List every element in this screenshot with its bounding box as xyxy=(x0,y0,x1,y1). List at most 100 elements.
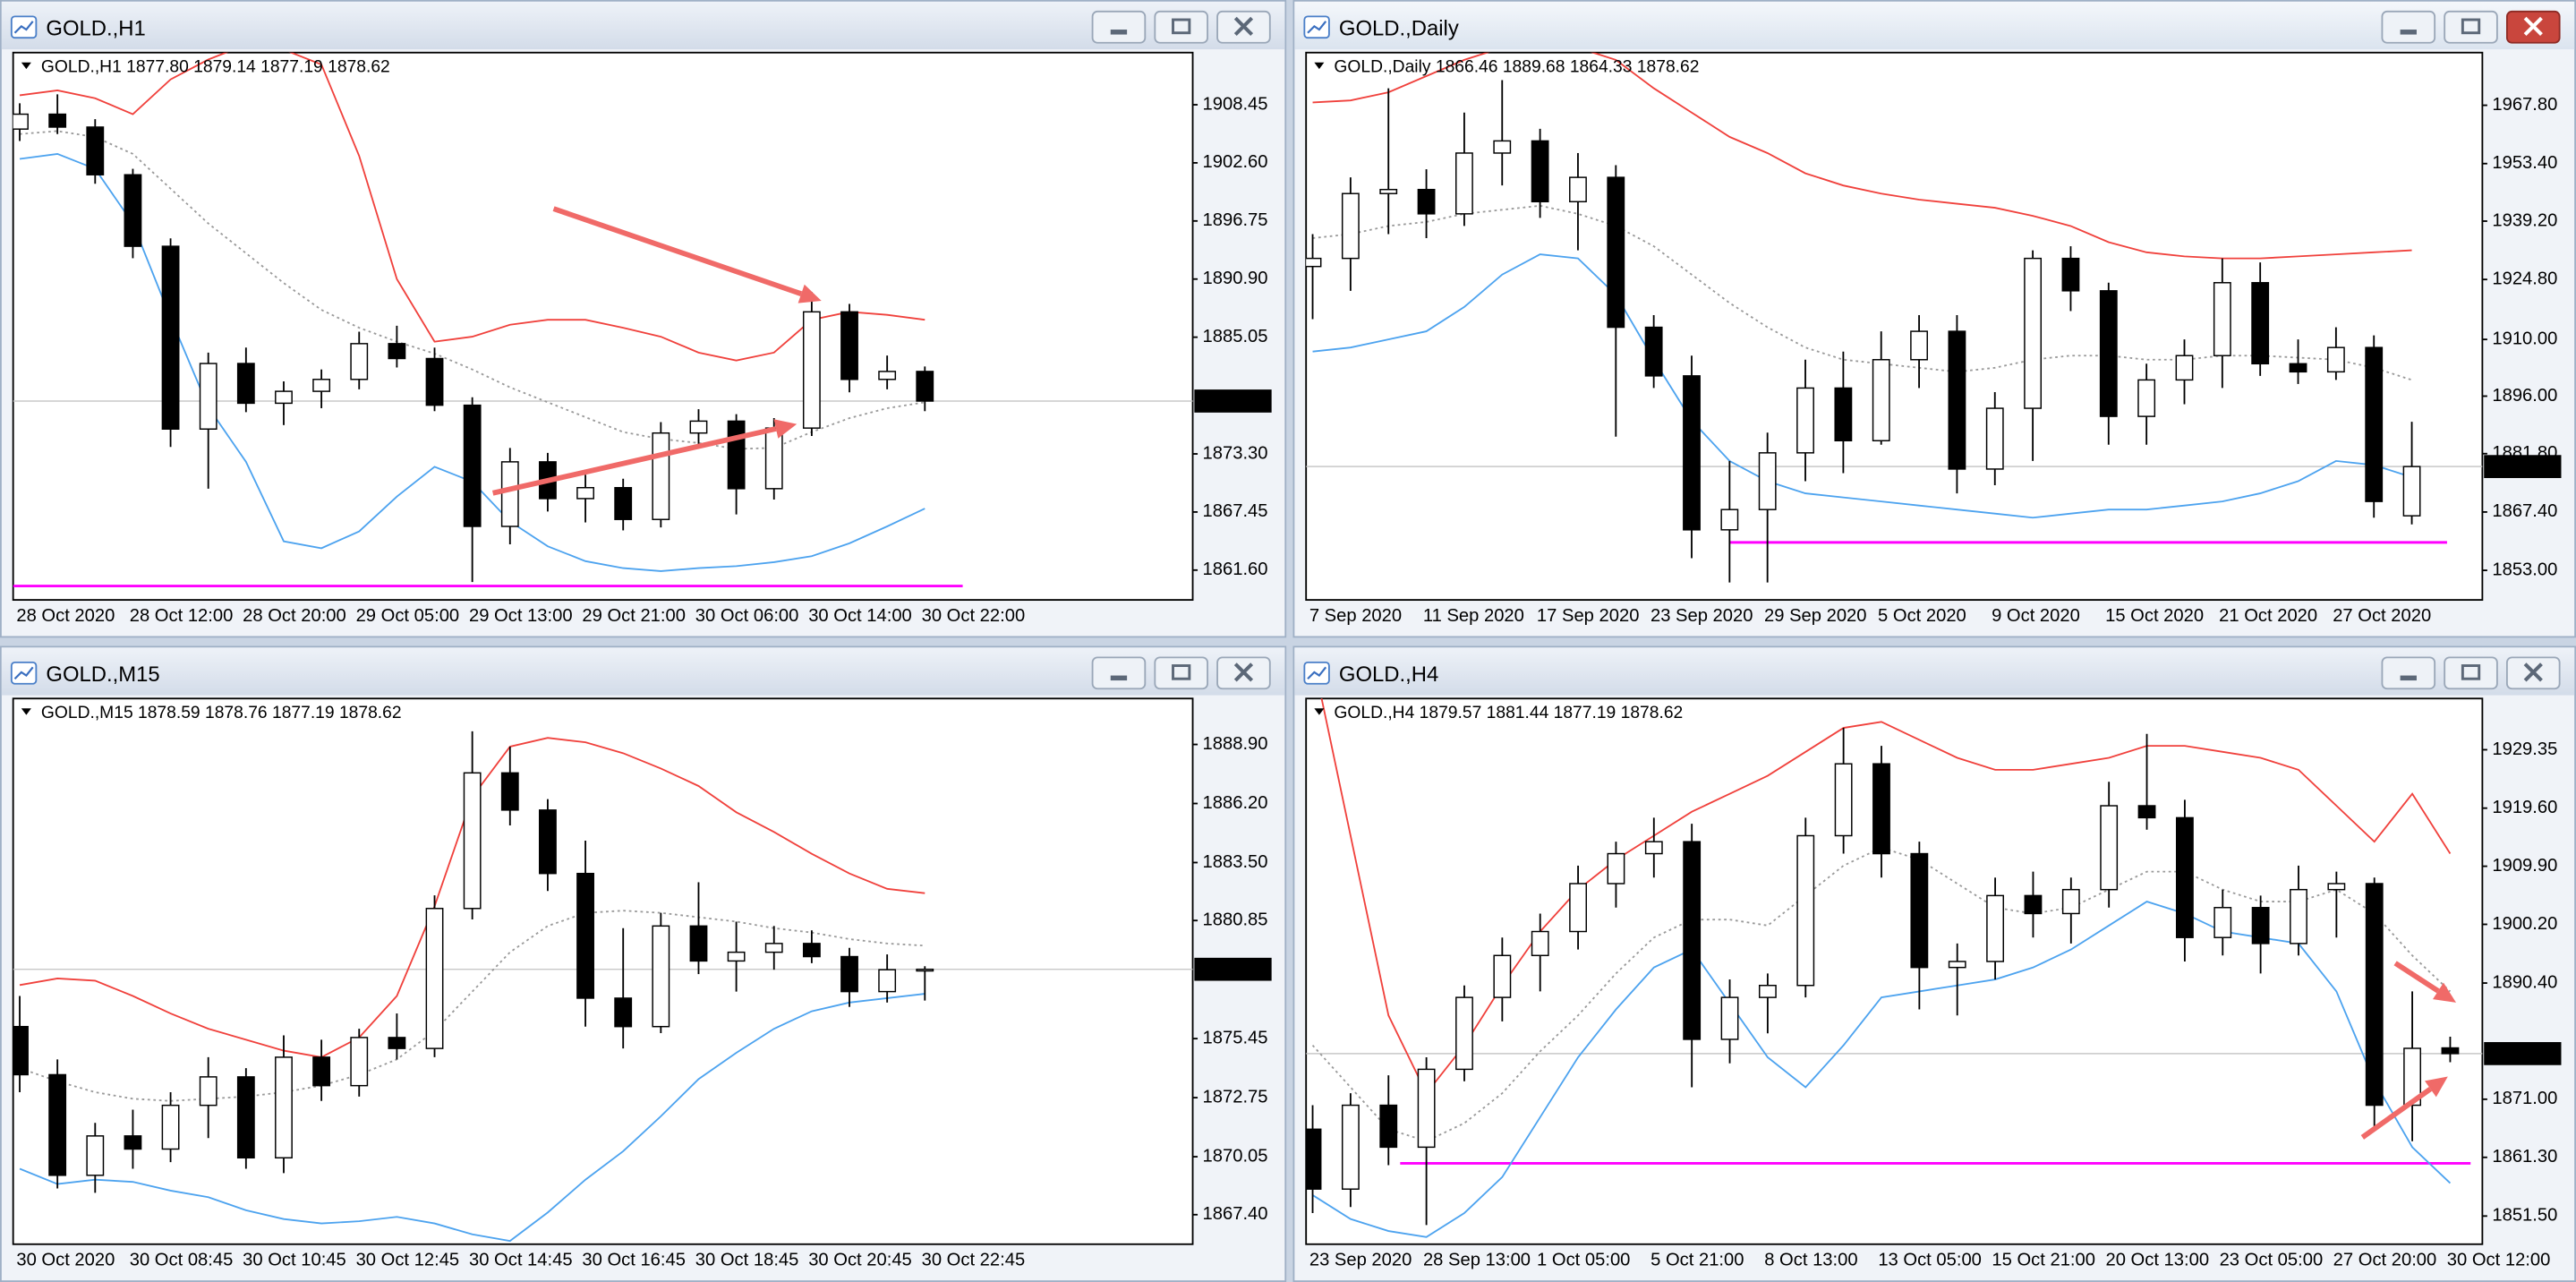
y-tick-label: 1873.30 xyxy=(1203,443,1268,463)
candle-body xyxy=(2061,257,2080,292)
candle-body xyxy=(500,772,519,811)
candle-body xyxy=(764,427,783,490)
candle-body xyxy=(388,343,406,360)
minimize-button-face[interactable] xyxy=(2381,10,2436,44)
x-tick-label: 30 Oct 12:45 xyxy=(356,1250,460,1269)
maximize-button-face[interactable] xyxy=(1154,10,1208,44)
price-label-box xyxy=(2484,455,2562,478)
y-tick-label: 1919.60 xyxy=(2492,798,2557,817)
candle-body xyxy=(2365,346,2384,502)
candle-body xyxy=(1758,985,1777,998)
candle-body xyxy=(388,1037,406,1049)
minimize-button-face[interactable] xyxy=(1091,10,1147,44)
candle-body xyxy=(689,925,708,962)
candle-body xyxy=(878,969,897,993)
window-icon xyxy=(10,661,38,685)
close-button[interactable] xyxy=(1216,656,1271,690)
minimize-button-face[interactable] xyxy=(1091,656,1147,690)
x-tick-label: 30 Oct 16:45 xyxy=(582,1250,686,1269)
x-tick-label: 23 Sep 2020 xyxy=(1309,1250,1412,1269)
maximize-button-face[interactable] xyxy=(1154,656,1208,690)
maximize-glyph[interactable] xyxy=(1172,664,1191,680)
y-tick-label: 1871.00 xyxy=(2492,1089,2557,1108)
candle-body xyxy=(1341,1104,1360,1190)
close-button[interactable] xyxy=(2505,656,2561,690)
maximize-glyph[interactable] xyxy=(1172,18,1191,35)
minimize-glyph[interactable] xyxy=(1110,30,1128,35)
info-toggle xyxy=(21,62,31,70)
candle-body xyxy=(764,943,783,953)
minimize-button[interactable] xyxy=(2381,656,2436,690)
minimize-button[interactable] xyxy=(2381,10,2436,44)
candle-body xyxy=(1493,140,1512,154)
candle-body xyxy=(2100,805,2119,891)
x-tick-label: 30 Oct 22:45 xyxy=(922,1250,1026,1269)
candle-body xyxy=(576,486,594,500)
y-tick-label: 1896.75 xyxy=(1203,210,1268,230)
x-tick-label: 5 Oct 21:00 xyxy=(1651,1250,1744,1269)
x-tick-label: 13 Oct 05:00 xyxy=(1878,1250,1982,1269)
minimize-glyph[interactable] xyxy=(2400,30,2417,35)
candle-body xyxy=(689,420,708,434)
candle-body xyxy=(2251,282,2270,365)
title-bar xyxy=(1,647,1285,696)
x-tick-label: 29 Oct 13:00 xyxy=(469,606,573,626)
maximize-glyph[interactable] xyxy=(2461,664,2481,680)
close-glyph[interactable] xyxy=(2523,16,2543,36)
close-button[interactable] xyxy=(1216,10,1271,44)
candle-body xyxy=(576,872,594,999)
candle-body xyxy=(614,997,633,1028)
x-tick-label: 11 Sep 2020 xyxy=(1423,606,1524,626)
candle-body xyxy=(425,908,444,1049)
x-tick-label: 30 Oct 06:00 xyxy=(695,606,799,626)
minimize-button-face[interactable] xyxy=(2381,656,2436,690)
chart-window: GOLD.,H1 1908.45 1902.60 1896.75 1890.90 1885… xyxy=(0,0,1287,638)
candle-body xyxy=(1531,140,1549,203)
candle-body xyxy=(1455,152,1473,215)
maximize-glyph[interactable] xyxy=(2461,18,2481,35)
candle-body xyxy=(1569,176,1587,203)
x-tick-label: 30 Oct 12:00 xyxy=(2447,1250,2551,1269)
x-tick-label: 1 Oct 05:00 xyxy=(1537,1250,1630,1269)
maximize-button-face[interactable] xyxy=(2444,10,2498,44)
maximize-button[interactable] xyxy=(2444,10,2498,44)
x-tick-label: 21 Oct 2020 xyxy=(2219,606,2317,626)
candle-body xyxy=(1341,192,1360,260)
candle-body xyxy=(350,343,369,380)
candle-body xyxy=(463,772,482,910)
close-glyph[interactable] xyxy=(1233,16,1254,36)
candle-body xyxy=(1948,330,1966,470)
candle-body xyxy=(1417,188,1436,215)
y-tick-label: 1900.20 xyxy=(2492,914,2557,934)
window-title: GOLD.,H4 xyxy=(1339,662,1438,687)
maximize-button[interactable] xyxy=(1154,10,1208,44)
close-glyph[interactable] xyxy=(1233,662,1254,682)
annotation-arrow xyxy=(2360,1086,2433,1140)
close-button[interactable] xyxy=(2505,10,2561,44)
minimize-button[interactable] xyxy=(1091,656,1147,690)
maximize-button[interactable] xyxy=(1154,656,1208,690)
candle-body xyxy=(350,1037,369,1087)
minimize-glyph[interactable] xyxy=(2400,675,2417,681)
candle-body xyxy=(500,461,519,527)
candle-body xyxy=(840,311,858,380)
x-tick-label: 30 Oct 20:45 xyxy=(808,1250,912,1269)
minimize-button[interactable] xyxy=(1091,10,1147,44)
minimize-glyph[interactable] xyxy=(1110,675,1128,681)
candle-body xyxy=(1720,996,1739,1040)
candle-body xyxy=(199,1076,218,1107)
window-title: GOLD.,Daily xyxy=(1339,16,1459,40)
annotation-arrow xyxy=(2393,961,2440,994)
chart-info: GOLD.,H4 1879.57 1881.44 1877.19 1878.62 xyxy=(1334,704,1683,722)
window-title: GOLD.,H1 xyxy=(46,16,145,40)
maximize-button-face[interactable] xyxy=(2444,656,2498,690)
maximize-button[interactable] xyxy=(2444,656,2498,690)
band-line xyxy=(19,52,925,362)
candle-body xyxy=(916,968,934,972)
candle-body xyxy=(2251,907,2270,944)
candle-body xyxy=(1607,176,1625,329)
close-glyph[interactable] xyxy=(2523,662,2543,682)
x-tick-label: 9 Oct 2020 xyxy=(1992,606,2080,626)
candle-body xyxy=(236,1076,255,1159)
